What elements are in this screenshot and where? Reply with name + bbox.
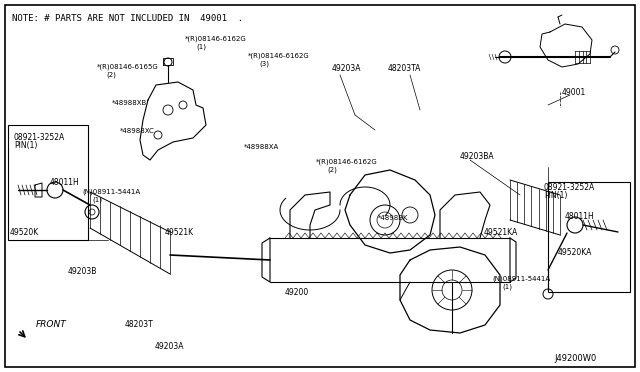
Text: NOTE: # PARTS ARE NOT INCLUDED IN  49001  .: NOTE: # PARTS ARE NOT INCLUDED IN 49001 … — [12, 14, 243, 23]
Text: (1): (1) — [502, 283, 512, 289]
Text: 49203B: 49203B — [68, 267, 97, 276]
Text: (N)08911-5441A: (N)08911-5441A — [492, 275, 550, 282]
Text: J49200W0: J49200W0 — [554, 354, 596, 363]
Text: FRONT: FRONT — [36, 320, 67, 329]
Text: (2): (2) — [106, 71, 116, 77]
Bar — [8, 125, 88, 240]
Text: PIN(1): PIN(1) — [544, 191, 568, 200]
Text: 49520K: 49520K — [10, 228, 39, 237]
Text: *4898BK: *4898BK — [378, 215, 408, 221]
Text: 48011H: 48011H — [50, 178, 80, 187]
Text: (1): (1) — [196, 43, 206, 49]
Text: 49521KA: 49521KA — [484, 228, 518, 237]
Text: (3): (3) — [259, 60, 269, 67]
Text: *(R)08146-6162G: *(R)08146-6162G — [185, 35, 247, 42]
Text: *48988XA: *48988XA — [244, 144, 279, 150]
Text: *(R)08146-6165G: *(R)08146-6165G — [97, 63, 159, 70]
Text: 48203TA: 48203TA — [388, 64, 421, 73]
Text: 49001: 49001 — [562, 88, 586, 97]
Text: *(R)08146-6162G: *(R)08146-6162G — [316, 158, 378, 164]
Text: *48988XC: *48988XC — [120, 128, 155, 134]
Text: 49203A: 49203A — [155, 342, 184, 351]
Text: PIN(1): PIN(1) — [14, 141, 37, 150]
Text: 48011H: 48011H — [565, 212, 595, 221]
Text: 49203A: 49203A — [332, 64, 362, 73]
Text: 48203T: 48203T — [125, 320, 154, 329]
Text: 49521K: 49521K — [165, 228, 194, 237]
Text: 49520KA: 49520KA — [558, 248, 593, 257]
Text: 08921-3252A: 08921-3252A — [14, 133, 65, 142]
Text: *(R)08146-6162G: *(R)08146-6162G — [248, 52, 310, 58]
Text: 08921-3252A: 08921-3252A — [544, 183, 595, 192]
Text: (N)08911-5441A: (N)08911-5441A — [82, 188, 140, 195]
Text: (2): (2) — [327, 166, 337, 173]
Text: *48988XB: *48988XB — [112, 100, 147, 106]
Text: 49200: 49200 — [285, 288, 309, 297]
Text: (1): (1) — [92, 196, 102, 202]
Text: 49203BA: 49203BA — [460, 152, 495, 161]
Bar — [548, 182, 630, 292]
